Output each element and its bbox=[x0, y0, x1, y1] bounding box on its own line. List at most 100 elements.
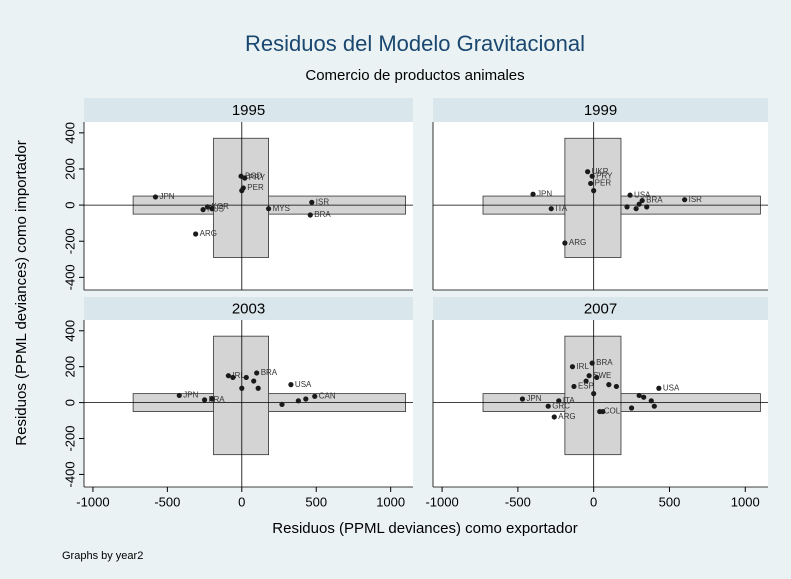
point bbox=[651, 403, 657, 409]
point bbox=[588, 180, 594, 187]
point-label: ARG bbox=[569, 238, 586, 247]
y-tick-label: -200 bbox=[62, 426, 77, 452]
point bbox=[176, 392, 182, 399]
point bbox=[303, 396, 309, 402]
point bbox=[239, 385, 245, 391]
point bbox=[627, 192, 633, 198]
point-label: JPN bbox=[159, 192, 174, 201]
point-label: USA bbox=[634, 190, 651, 199]
point bbox=[243, 374, 249, 381]
panel-header bbox=[433, 297, 768, 320]
point bbox=[569, 364, 576, 370]
panel-title: 1995 bbox=[232, 102, 265, 119]
point bbox=[644, 204, 650, 210]
y-tick-label: 200 bbox=[62, 356, 77, 378]
x-tick-label: 0 bbox=[590, 494, 597, 509]
point bbox=[239, 188, 245, 194]
point-label: PER bbox=[595, 179, 612, 188]
point bbox=[193, 231, 199, 237]
point-label: FRA bbox=[209, 395, 226, 404]
point-label: KOR bbox=[212, 202, 230, 211]
point-label: BRA bbox=[261, 368, 278, 377]
point bbox=[519, 396, 526, 402]
x-tick-label: -1000 bbox=[76, 494, 109, 509]
point bbox=[209, 206, 215, 212]
point-label: ITA bbox=[563, 396, 576, 405]
point bbox=[641, 394, 647, 400]
point bbox=[225, 373, 232, 379]
point bbox=[648, 398, 654, 404]
y-tick-label: 400 bbox=[62, 122, 77, 144]
point bbox=[633, 206, 639, 212]
point bbox=[556, 398, 562, 404]
point-label: USA bbox=[295, 380, 312, 389]
point bbox=[636, 201, 642, 207]
point bbox=[279, 401, 285, 407]
point bbox=[242, 175, 248, 181]
x-tick-label: 500 bbox=[305, 494, 327, 509]
note: Graphs by year2 bbox=[62, 550, 143, 562]
point-label: PRY bbox=[249, 173, 266, 182]
point bbox=[288, 382, 294, 388]
point-label: BRA bbox=[314, 210, 331, 219]
point bbox=[254, 370, 260, 376]
point-label: PRY bbox=[596, 171, 613, 180]
point-label: CAN bbox=[319, 391, 336, 400]
point bbox=[530, 191, 536, 197]
point bbox=[613, 383, 620, 390]
y-tick-label: -400 bbox=[62, 264, 77, 290]
point-label: IRL bbox=[232, 371, 245, 380]
point-label: BRA bbox=[646, 196, 663, 205]
point-label: SWE bbox=[593, 371, 611, 380]
point-label: GRC bbox=[552, 401, 570, 410]
panel: JPN FRA IRL BRA USA CAN bbox=[84, 320, 413, 487]
point bbox=[551, 414, 557, 420]
point bbox=[624, 204, 630, 210]
point-label: ARG bbox=[558, 412, 575, 421]
point-label: BRA bbox=[596, 358, 613, 367]
point bbox=[251, 378, 257, 384]
point bbox=[682, 197, 688, 203]
point bbox=[586, 373, 592, 379]
panel-title: 2007 bbox=[584, 300, 617, 317]
x-axis-title: Residuos (PPML deviances) como exportado… bbox=[272, 520, 577, 537]
point-label: COL bbox=[604, 407, 621, 416]
chart-subtitle: Comercio de productos animales bbox=[305, 67, 524, 84]
point-label: ESP bbox=[578, 382, 594, 391]
point bbox=[562, 240, 568, 246]
point bbox=[628, 405, 635, 411]
point-label: MYS bbox=[273, 204, 290, 213]
point-label: JPN bbox=[526, 394, 541, 403]
point-label: ISR bbox=[316, 197, 330, 206]
x-tick-label: 0 bbox=[238, 494, 245, 509]
point bbox=[571, 383, 577, 390]
point bbox=[636, 392, 642, 399]
reference-box bbox=[564, 137, 622, 258]
point-label: JPN bbox=[537, 189, 552, 198]
point-label: UKR bbox=[592, 167, 609, 176]
point bbox=[545, 403, 551, 409]
point bbox=[583, 378, 589, 384]
x-tick-label: -500 bbox=[505, 494, 531, 509]
point bbox=[591, 188, 597, 194]
point bbox=[204, 204, 211, 210]
y-tick-label: -200 bbox=[62, 228, 77, 254]
point bbox=[201, 397, 208, 403]
point bbox=[255, 385, 261, 391]
x-tick-label: 1000 bbox=[731, 494, 760, 509]
point bbox=[600, 408, 606, 415]
point bbox=[265, 206, 272, 212]
panel-header bbox=[84, 297, 413, 320]
point-label: IRL bbox=[576, 362, 589, 371]
point bbox=[585, 169, 591, 175]
point bbox=[591, 391, 597, 397]
point bbox=[152, 194, 159, 200]
chart-title: Residuos del Modelo Gravitacional bbox=[245, 31, 585, 56]
point-label: ARG bbox=[200, 229, 217, 238]
point-label: ITA bbox=[555, 204, 568, 213]
point-label: PER bbox=[247, 183, 264, 192]
